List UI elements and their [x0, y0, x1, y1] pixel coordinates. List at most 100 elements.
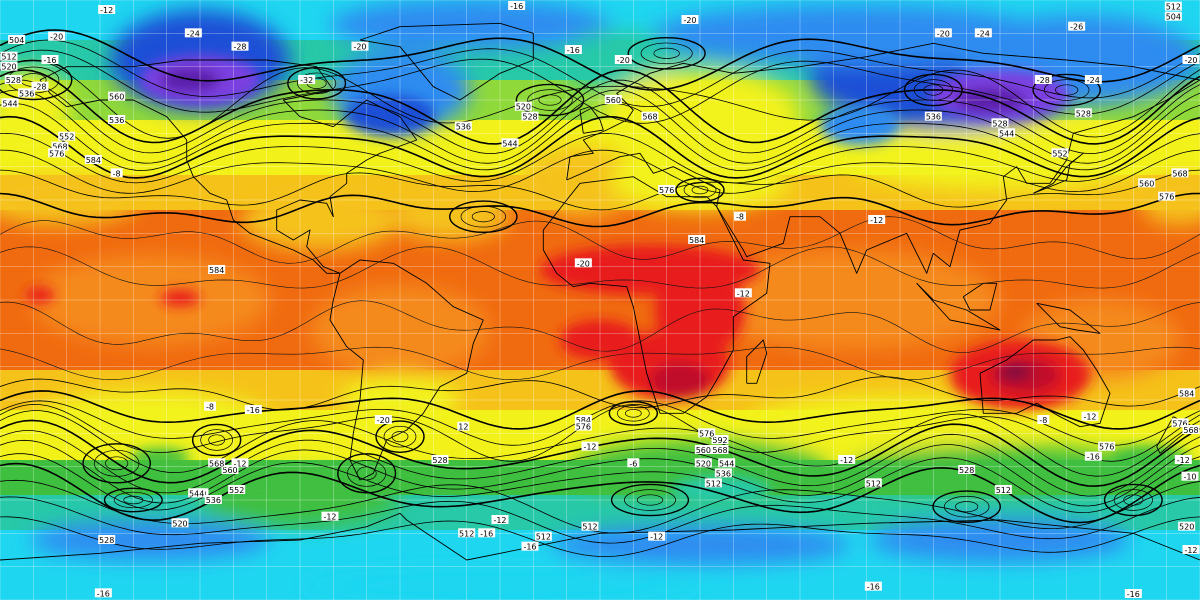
contour-value-label: 584 — [688, 235, 706, 245]
contour-value-label: 512 — [994, 485, 1012, 495]
contour-label-text: -12 — [840, 456, 853, 465]
contour-label-box — [1068, 21, 1086, 31]
contour-label-text: 552 — [1052, 149, 1067, 158]
contour-label-text: -12 — [233, 459, 246, 468]
contour-closed-ring — [538, 94, 562, 106]
contour-value-label: 512 — [0, 51, 18, 62]
contour-closed-ring — [640, 42, 693, 65]
contour-label-text: 544 — [2, 99, 17, 108]
contour-label-box — [231, 41, 249, 51]
contour-label-box — [514, 101, 532, 111]
contour-line-north — [0, 149, 1200, 194]
contour-label-text: 512 — [1, 53, 16, 62]
contour-label-box — [994, 485, 1012, 494]
contour-value-label: -32 — [298, 75, 316, 85]
contour-value-label: -28 — [1034, 75, 1052, 85]
contour-value-label: -12 — [734, 288, 752, 298]
contour-label-text: 536 — [926, 113, 941, 122]
contour-label-text: 512 — [582, 523, 597, 532]
contour-closed-ring — [636, 494, 664, 506]
contour-label-text: -24 — [1087, 76, 1100, 85]
contour-closed-ring — [653, 47, 680, 59]
africa-coast — [542, 176, 771, 414]
contour-line-south — [0, 430, 1200, 497]
contour-value-label: 568 — [711, 445, 729, 455]
contour-label-text: -20 — [617, 56, 630, 65]
contour-value-label: 520 — [1178, 521, 1196, 532]
contour-label-text: -8 — [206, 403, 214, 412]
contour-label-box — [18, 88, 36, 98]
contour-label-box — [171, 518, 189, 528]
contour-closed-ring — [903, 73, 963, 107]
contour-label-text: 12 — [458, 423, 468, 432]
contour-closed-ring — [103, 487, 163, 513]
contour-label-box — [838, 455, 856, 464]
contour-line-south — [0, 390, 1200, 430]
contour-value-label: -12 — [491, 515, 509, 525]
contour-label-text: -16 — [867, 583, 880, 592]
contour-closed-ring — [691, 185, 709, 195]
contour-label-text: 520 — [1, 63, 16, 72]
contour-value-label: -20 — [48, 31, 66, 42]
contour-closed-ring — [1113, 489, 1153, 511]
contour-value-label: -24 — [1084, 75, 1102, 85]
contour-label-box — [94, 588, 112, 598]
contour-line-north — [0, 79, 1200, 155]
contour-label-text: -16 — [97, 589, 110, 598]
contour-value-label: -12 — [1081, 411, 1099, 422]
contour-label-box — [694, 458, 712, 468]
contour-label-text: -12 — [493, 516, 506, 525]
contour-closed-ring — [608, 400, 659, 426]
contour-value-label: -24 — [974, 28, 992, 38]
contour-closed-ring — [123, 495, 144, 505]
contour-label-text: -12 — [870, 216, 883, 225]
contour-label-box — [1181, 471, 1199, 481]
contour-label-box — [688, 235, 706, 244]
contour-label-box — [204, 495, 222, 504]
contour-value-label: 520 — [514, 101, 532, 112]
contour-label-text: 560 — [1139, 179, 1154, 188]
contour-label-box — [1182, 425, 1200, 434]
contour-label-box — [58, 131, 76, 141]
contour-label-box — [974, 28, 992, 38]
contour-label-box — [228, 485, 246, 494]
contour-value-label: -20 — [374, 415, 392, 425]
contour-label-text: 584 — [86, 156, 101, 165]
contour-closed-ring — [515, 83, 585, 117]
contour-label-text: -32 — [300, 76, 313, 85]
borneo-coast — [962, 282, 998, 311]
contour-line-south — [0, 479, 1200, 534]
contour-label-text: 528 — [522, 113, 537, 122]
contour-label-box — [1037, 415, 1050, 424]
contour-value-label: 544 — [998, 128, 1016, 138]
contour-label-box — [734, 288, 752, 298]
contour-label-text: -12 — [1083, 413, 1096, 422]
contour-closed-ring — [383, 425, 417, 448]
contour-label-box — [457, 421, 470, 431]
contour-label-box — [1182, 55, 1200, 64]
contour-line-north — [0, 102, 1200, 171]
contour-value-label: -12 — [98, 5, 116, 15]
contour-value-label: -16 — [1124, 589, 1142, 599]
contour-value-label: -12 — [1182, 545, 1200, 555]
contour-value-label: 544 — [718, 458, 736, 468]
contour-value-label: 568 — [1171, 168, 1189, 178]
contour-label-text: -16 — [43, 56, 56, 65]
contour-value-label: -16 — [94, 588, 112, 598]
australia-coast — [979, 336, 1111, 428]
color-patch — [820, 105, 900, 145]
contour-label-text: -16 — [523, 543, 536, 552]
color-patch — [670, 476, 770, 504]
greenland-coast — [359, 22, 534, 101]
contour-label-text: 544 — [189, 489, 204, 498]
contour-label-box — [864, 581, 882, 591]
contour-line-north — [0, 49, 1200, 124]
contour-label-text: -28 — [1037, 76, 1050, 85]
contour-label-text: -20 — [353, 43, 366, 52]
contour-label-box — [694, 445, 712, 454]
contour-label-text: -8 — [1039, 416, 1047, 425]
contour-label-text: 528 — [432, 456, 447, 465]
contour-value-label: 528 — [98, 535, 116, 545]
contour-value-label: 568 — [1182, 425, 1200, 435]
